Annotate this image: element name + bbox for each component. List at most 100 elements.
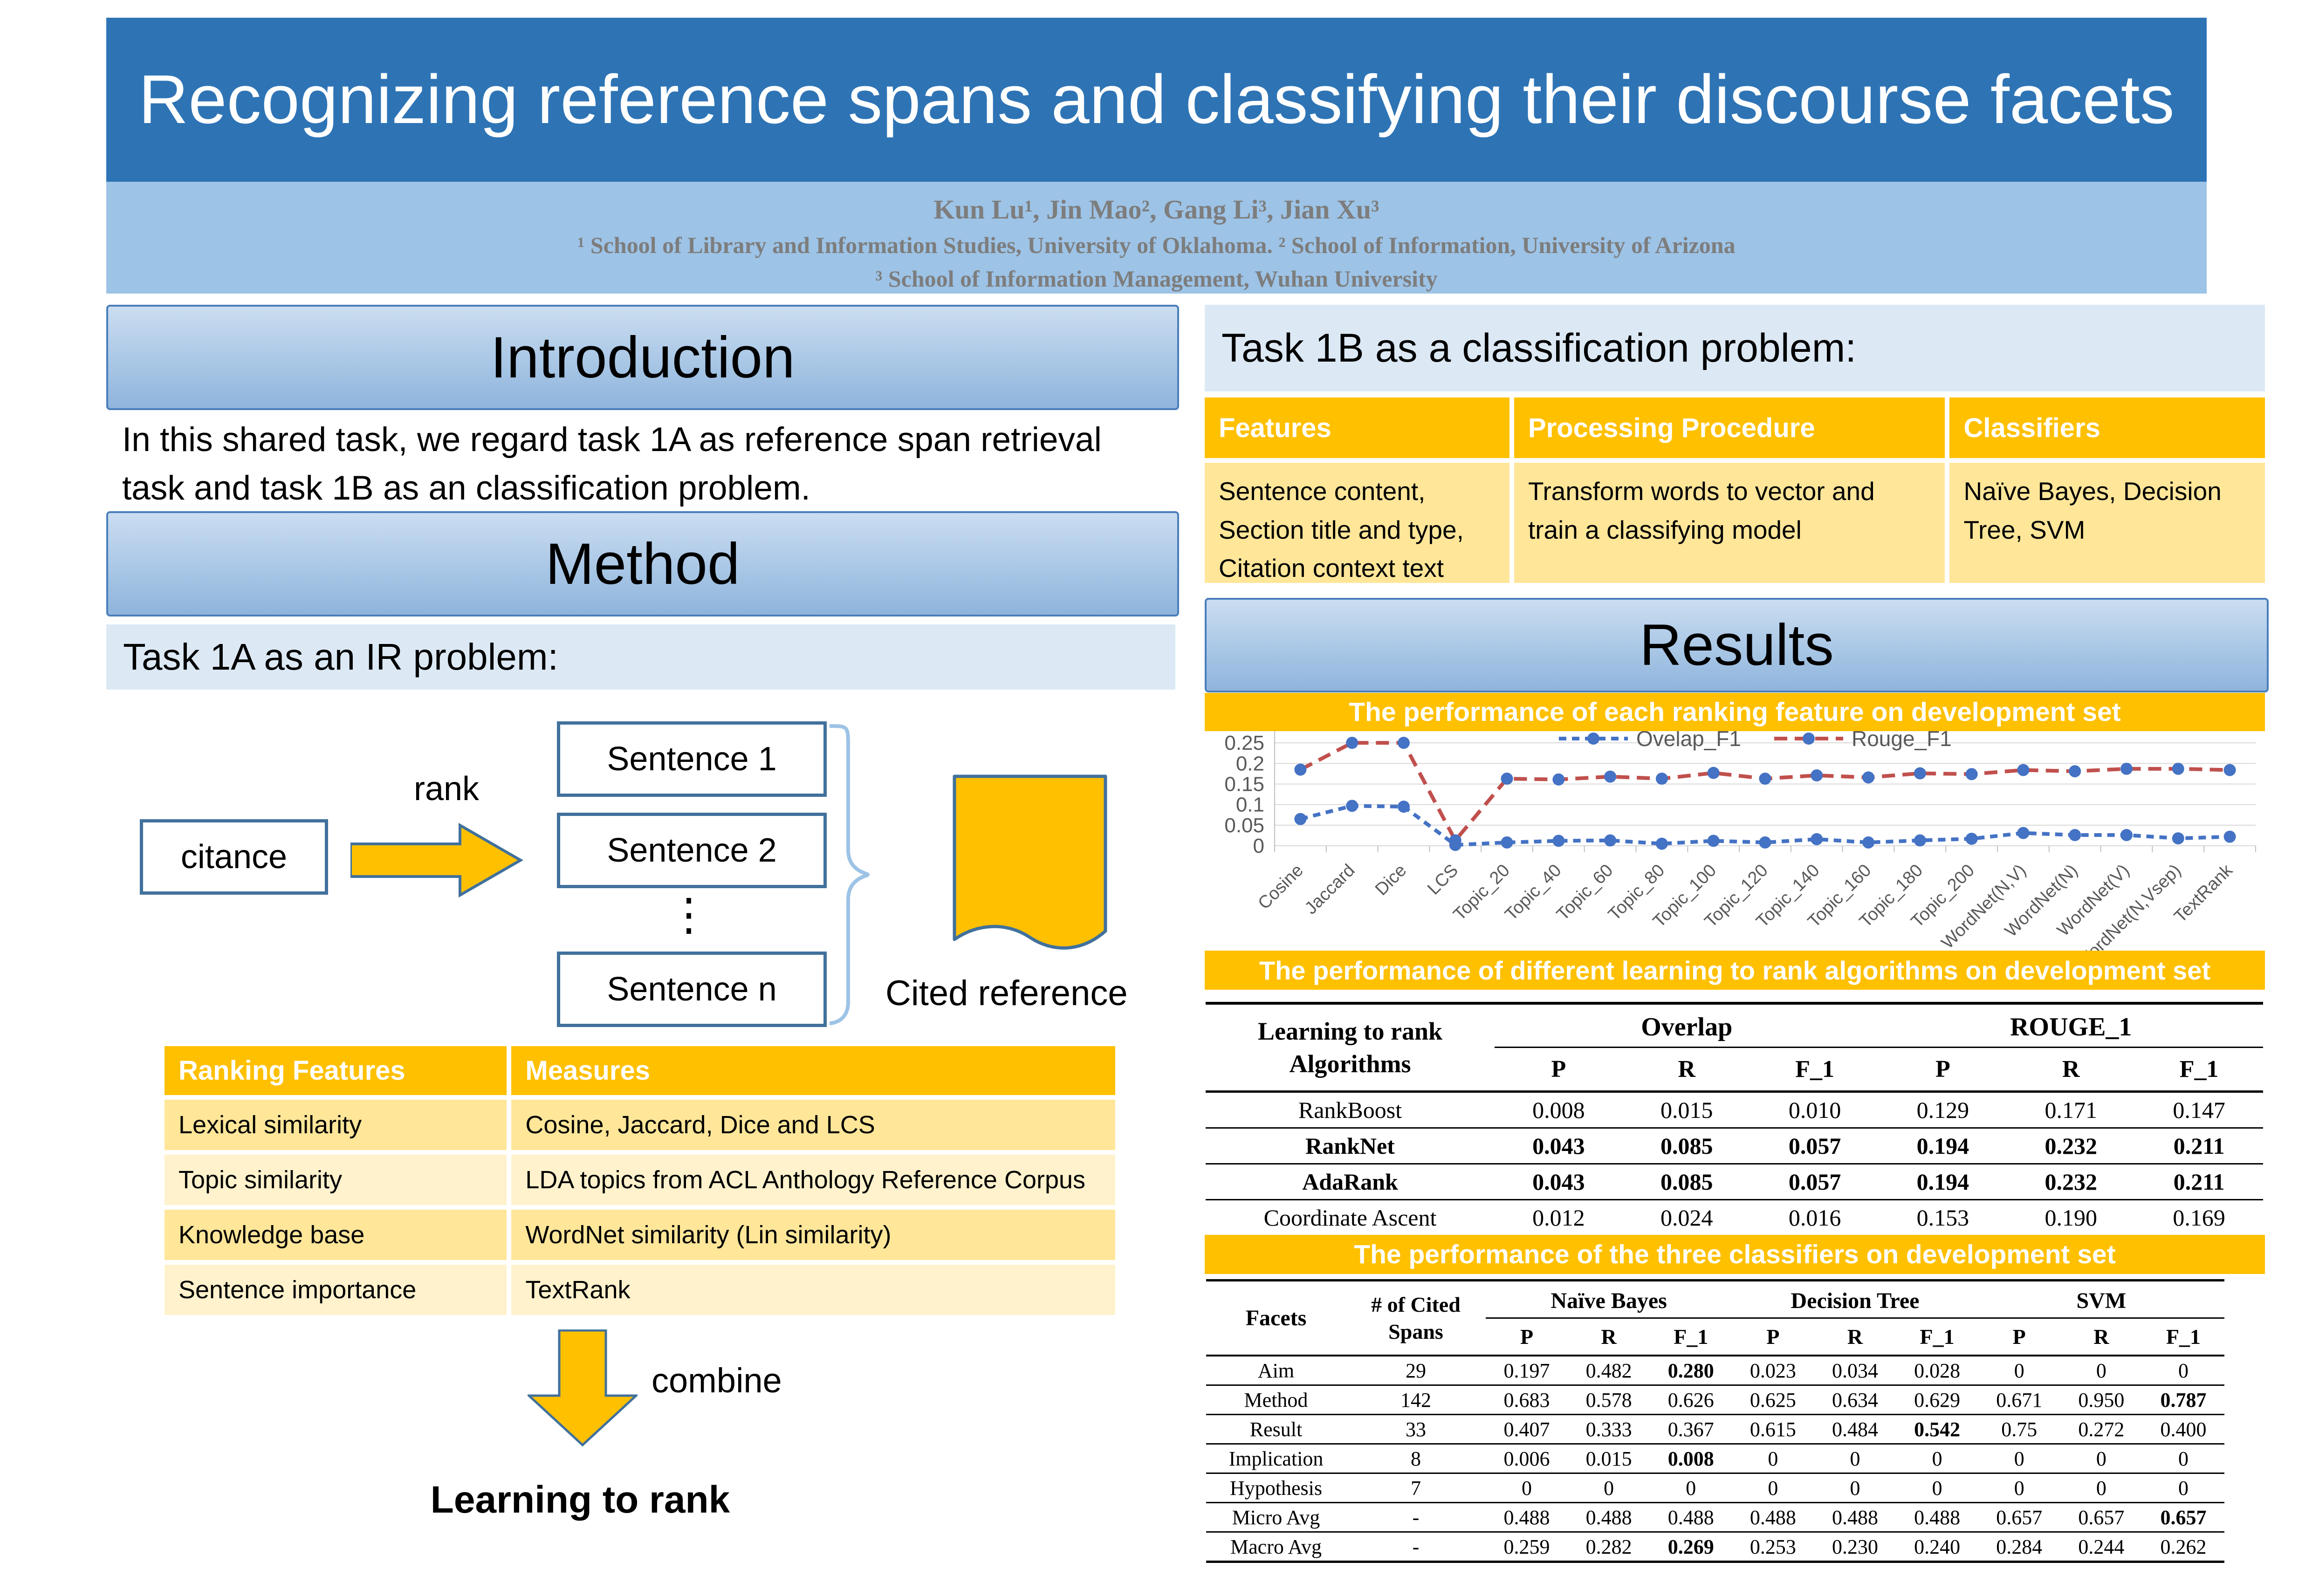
data-point xyxy=(1449,834,1461,847)
table-cell: 0.629 xyxy=(1914,1388,1961,1411)
table-cell: 0.057 xyxy=(1788,1133,1841,1159)
table-cell: 0.282 xyxy=(1585,1535,1632,1558)
table-cell: 0.197 xyxy=(1503,1359,1550,1382)
table-cell: 0 xyxy=(1522,1476,1532,1500)
table-cell: 0.284 xyxy=(1996,1535,2043,1558)
ranking-feature-chart: 00.050.10.150.20.250.3CosineJaccardDiceL… xyxy=(1205,711,2265,976)
classifier-group-header: Naïve Bayes xyxy=(1486,1281,1732,1319)
svg-text:0.15: 0.15 xyxy=(1224,773,1264,796)
classifier-sub-header: R xyxy=(1601,1325,1617,1349)
table-cell: 0.240 xyxy=(1914,1535,1961,1558)
classifier-sub-header: F_1 xyxy=(2166,1325,2201,1349)
table-cell: 0.333 xyxy=(1585,1418,1632,1441)
data-point xyxy=(2120,829,2133,842)
data-point xyxy=(1862,836,1875,849)
task1a-label: Task 1A as an IR problem: xyxy=(106,624,1175,690)
table-cell: 0.232 xyxy=(2044,1133,2097,1159)
svg-text:0.05: 0.05 xyxy=(1224,814,1264,837)
rank-label: rank xyxy=(413,770,480,808)
table-cell: 0.488 xyxy=(1503,1506,1550,1529)
table-cell: 0.626 xyxy=(1667,1388,1714,1411)
brace-icon xyxy=(829,724,870,1025)
affiliation-1: ¹ School of Library and Information Stud… xyxy=(577,232,1736,258)
table-cell: Transform words to vector and train a cl… xyxy=(1514,463,1945,583)
table-cell: 0.012 xyxy=(1532,1205,1585,1231)
table-cell: Sentence importance xyxy=(165,1265,507,1315)
table-cell: 0.006 xyxy=(1503,1447,1550,1470)
table-cell: 0.211 xyxy=(2173,1169,2225,1195)
task1b-table-header: Features xyxy=(1205,397,1509,458)
classifier-row-label: Implication xyxy=(1228,1447,1324,1470)
table-cell: 0.194 xyxy=(1916,1133,1969,1159)
table-cell: 0.211 xyxy=(2173,1133,2225,1159)
introduction-header: Introduction xyxy=(106,305,1179,410)
table-cell: Knowledge base xyxy=(165,1210,507,1260)
table-cell: 0 xyxy=(2014,1476,2024,1500)
sentence-2-box: Sentence 2 xyxy=(557,813,827,888)
data-point xyxy=(2172,762,2184,775)
table-cell: 0.015 xyxy=(1585,1447,1632,1470)
table-cell: 0 xyxy=(2178,1359,2189,1382)
data-point xyxy=(1707,767,1720,779)
data-point xyxy=(2172,832,2184,845)
table-row: Micro Avg - 0.488 0.488 0.488 0.488 0.488 0.488… xyxy=(1206,1503,2224,1533)
ranking-table-header: Ranking Features xyxy=(165,1046,507,1095)
classifier-row-label: Aim xyxy=(1257,1359,1295,1382)
classifier-sub-header: R xyxy=(2093,1325,2109,1349)
table-cell: 0 xyxy=(2096,1476,2106,1500)
introduction-text: In this shared task, we regard task 1A a… xyxy=(122,421,1102,507)
table-cell: WordNet similarity (Lin similarity) xyxy=(511,1210,1115,1260)
table-cell: 0.262 xyxy=(2160,1535,2207,1558)
table-cell: 0.272 xyxy=(2078,1418,2125,1441)
data-point xyxy=(1914,767,1926,780)
table-cell: 0.190 xyxy=(2044,1205,2097,1231)
data-point xyxy=(2069,829,2081,842)
l2r-table-header: Learning to rank Algorithms Overlap ROUGE_1… xyxy=(1206,1005,2263,1093)
table-row: Method 142 0.683 0.578 0.626 0.625 0.634 0.629 0… xyxy=(1206,1386,2224,1415)
table-cell: 0.024 xyxy=(1660,1205,1713,1231)
table-cell: 0.147 xyxy=(2173,1097,2225,1123)
table-cell: 0.085 xyxy=(1660,1169,1713,1195)
table-cell: 0.615 xyxy=(1749,1418,1796,1441)
classifier-span-count: - xyxy=(1412,1506,1420,1529)
table-cell: 0.034 xyxy=(1832,1359,1878,1382)
table-cell: 0.488 xyxy=(1914,1506,1961,1529)
table-cell: 0.634 xyxy=(1832,1388,1878,1411)
classifier-banner: The performance of the three classifiers… xyxy=(1205,1235,2265,1274)
right-arrow-icon xyxy=(350,823,523,897)
table-cell: 0.010 xyxy=(1788,1097,1841,1123)
data-point xyxy=(1397,737,1410,749)
table-cell: 0.400 xyxy=(2160,1418,2207,1441)
data-point xyxy=(2223,764,2236,776)
classifier-row-label: Result xyxy=(1249,1418,1303,1441)
table-cell: 0.008 xyxy=(1667,1447,1714,1470)
table-cell: 0.683 xyxy=(1503,1388,1550,1411)
table-cell: 0.153 xyxy=(1916,1205,1969,1231)
classifier-span-count: 33 xyxy=(1406,1418,1426,1441)
table-row: RankNet 0.043 0.085 0.057 0.194 0.232 0.211 xyxy=(1206,1129,2263,1164)
svg-text:LCS: LCS xyxy=(1424,861,1462,899)
classifier-table: Facets # of Cited Spans Naïve Bayes Decision… xyxy=(1206,1279,2224,1563)
table-cell: 0 xyxy=(1932,1447,1942,1470)
svg-text:Jaccard: Jaccard xyxy=(1301,861,1359,918)
table-cell: 0.169 xyxy=(2173,1205,2225,1231)
table-cell: 0.578 xyxy=(1585,1388,1632,1411)
l2r-sub-header: F_1 xyxy=(2179,1056,2219,1082)
table-cell: 0.015 xyxy=(1660,1097,1713,1123)
ranking-features-table: Ranking Features Measures Lexical simila… xyxy=(165,1046,1115,1315)
l2r-group-header: Overlap xyxy=(1495,1005,1879,1048)
data-point xyxy=(1501,836,1513,849)
table-cell: 0.280 xyxy=(1667,1359,1714,1382)
poster-title: Recognizing reference spans and classify… xyxy=(106,18,2207,182)
l2r-group-header: ROUGE_1 xyxy=(1879,1005,2263,1048)
table-row: RankBoost 0.008 0.015 0.010 0.129 0.171 0.147 xyxy=(1206,1093,2263,1129)
table-cell: 0 xyxy=(1686,1476,1696,1500)
data-point xyxy=(1604,770,1617,783)
table-cell: 0.259 xyxy=(1503,1535,1550,1558)
svg-text:Dice: Dice xyxy=(1372,861,1410,899)
table-cell: 0 xyxy=(2096,1359,2106,1382)
table-cell: 0.488 xyxy=(1585,1506,1632,1529)
l2r-row-label: RankBoost xyxy=(1298,1097,1402,1123)
task1b-label: Task 1B as a classification problem: xyxy=(1205,305,2265,391)
data-point xyxy=(1552,773,1565,786)
